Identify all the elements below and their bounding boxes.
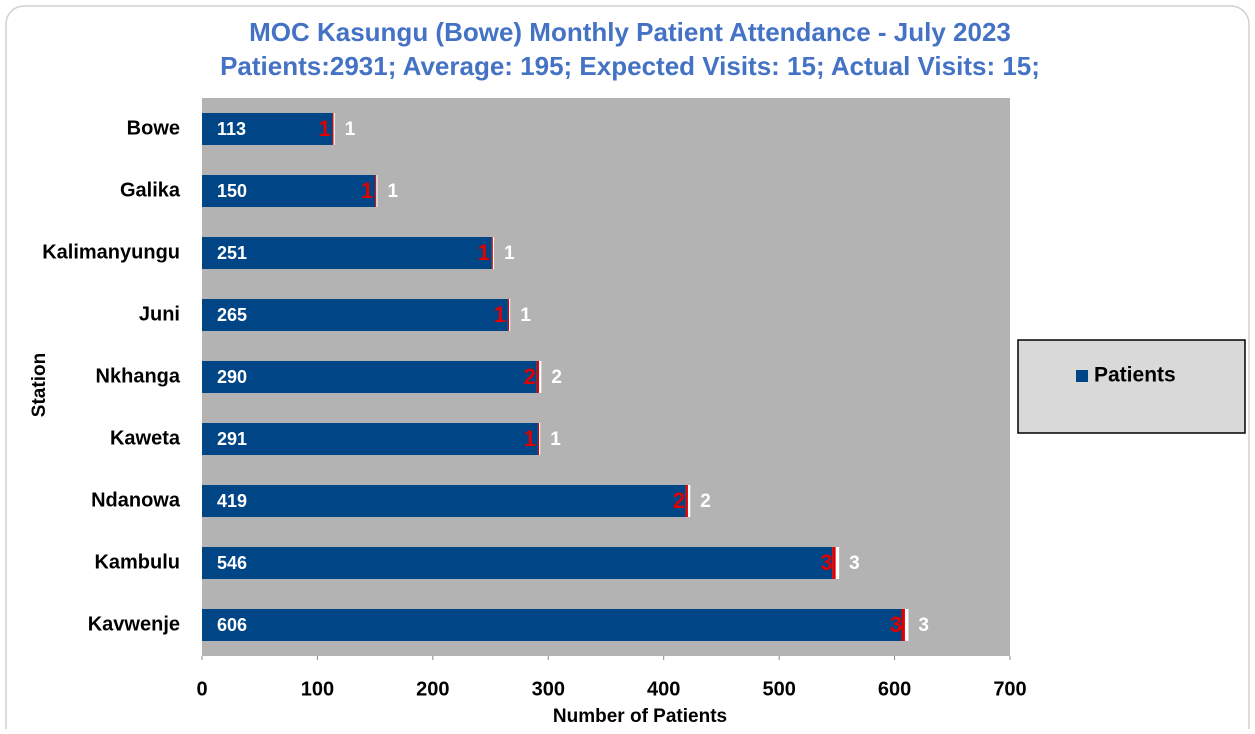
data-label: 2 [673, 488, 685, 513]
data-label: 265 [217, 305, 247, 325]
data-label: 1 [550, 429, 561, 450]
bar-segment [536, 361, 540, 393]
y-tick-label: Galika [120, 179, 181, 201]
bar-segment [537, 423, 540, 455]
bar-segment [685, 485, 688, 517]
y-tick-label: Ndanowa [91, 489, 181, 511]
data-label: 290 [217, 367, 247, 387]
x-tick-label: 700 [993, 678, 1026, 700]
data-label: 419 [217, 491, 247, 511]
bar-segment [904, 609, 909, 641]
x-tick-label: 100 [301, 678, 334, 700]
y-tick-label: Kalimanyungu [42, 241, 180, 263]
y-tick-label: Bowe [127, 117, 180, 139]
data-label: 2 [524, 364, 536, 389]
data-label: 3 [849, 553, 860, 574]
data-label: 1 [361, 178, 373, 203]
legend-box [1017, 339, 1246, 434]
chart-title: MOC Kasungu (Bowe) Monthly Patient Atten… [249, 17, 1011, 47]
bar-segment [375, 175, 377, 207]
bar-segment [202, 547, 833, 579]
chart-subtitle: Patients:2931; Average: 195; Expected Vi… [220, 51, 1040, 81]
x-axis-label: Number of Patients [553, 706, 727, 727]
data-label: 606 [217, 615, 247, 635]
data-label: 251 [217, 243, 247, 263]
y-axis-label: Station [29, 353, 50, 417]
bar-segment [202, 299, 508, 331]
x-tick-label: 300 [532, 678, 565, 700]
data-label: 3 [890, 612, 902, 637]
legend-swatch [1076, 370, 1088, 382]
data-label: 2 [551, 367, 562, 388]
bar-segment [202, 113, 333, 145]
legend-label: Patients [1094, 364, 1176, 387]
data-label: 1 [318, 116, 330, 141]
bar-segment [492, 237, 495, 269]
y-tick-label: Kambulu [94, 551, 180, 573]
data-label: 546 [217, 553, 247, 573]
data-label: 1 [494, 302, 506, 327]
x-tick-label: 0 [196, 678, 207, 700]
bar-segment [202, 175, 376, 207]
data-label: 1 [345, 119, 356, 140]
x-tick-label: 200 [416, 678, 449, 700]
bar-segment [202, 423, 538, 455]
data-label: 150 [217, 181, 247, 201]
bar-segment [202, 237, 492, 269]
data-label: 291 [217, 429, 247, 449]
data-label: 1 [478, 240, 490, 265]
data-label: 113 [217, 119, 246, 139]
bar-segment [491, 237, 493, 269]
x-tick-label: 600 [878, 678, 911, 700]
data-label: 1 [520, 305, 531, 326]
bar-segment [333, 113, 335, 145]
bar-segment [901, 609, 905, 641]
y-tick-label: Nkhanga [96, 365, 181, 387]
data-label: 1 [504, 243, 515, 264]
bar-segment [539, 423, 541, 455]
y-tick-label: Kaweta [110, 427, 181, 449]
x-tick-label: 500 [762, 678, 795, 700]
bar-segment [332, 113, 334, 145]
y-tick-label: Kavwenje [88, 613, 180, 635]
bar-segment [202, 485, 686, 517]
bar-segment [376, 175, 378, 207]
bar-segment [507, 299, 510, 331]
x-tick-label: 400 [647, 678, 680, 700]
bar-segment [509, 299, 511, 331]
bar-segment [687, 485, 691, 517]
data-label: 1 [524, 426, 536, 451]
data-label: 2 [700, 491, 711, 512]
bar-segment [835, 547, 840, 579]
bar-segment [202, 609, 902, 641]
data-label: 3 [918, 615, 929, 636]
data-label: 1 [387, 181, 398, 202]
y-tick-label: Juni [139, 303, 180, 325]
data-label: 3 [820, 550, 832, 575]
subtitle-line: Patients:2931; Average: 195; Expected Vi… [220, 51, 1040, 81]
bar-segment [832, 547, 836, 579]
bar-segment [202, 361, 537, 393]
bar-segment [539, 361, 542, 393]
